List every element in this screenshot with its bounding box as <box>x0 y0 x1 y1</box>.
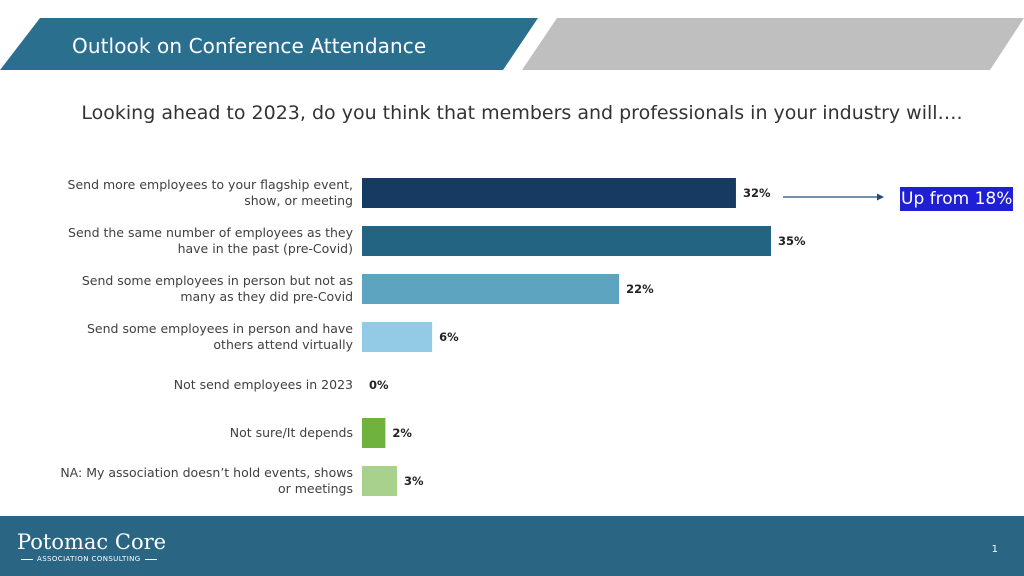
category-label-line: others attend virtually <box>213 337 353 352</box>
category-label-line: or meetings <box>278 481 353 496</box>
category-label-line: many as they did pre-Covid <box>180 289 353 304</box>
bar-6 <box>362 418 386 448</box>
brand-logo-tagline-row: ASSOCIATION CONSULTING <box>17 555 161 563</box>
category-label-7: NA: My association doesn’t hold events, … <box>60 465 353 496</box>
value-label-3: 22% <box>626 282 654 296</box>
bar-2 <box>362 226 771 256</box>
brand-logo-tagline: ASSOCIATION CONSULTING <box>37 555 141 563</box>
category-label-line: Send the same number of employees as the… <box>68 225 354 240</box>
bar-4 <box>362 322 433 352</box>
slide-title: Outlook on Conference Attendance <box>72 34 427 58</box>
category-label-6: Not sure/It depends <box>230 425 353 440</box>
survey-question: Looking ahead to 2023, do you think that… <box>81 102 963 124</box>
bar-3 <box>362 274 620 304</box>
value-label-4: 6% <box>439 330 459 344</box>
page-number: 1 <box>991 544 998 555</box>
category-label-1: Send more employees to your flagship eve… <box>68 177 353 208</box>
category-label-3: Send some employees in person but not as… <box>82 273 353 304</box>
header-banner <box>0 18 1024 70</box>
category-label-4: Send some employees in person and have ot… <box>87 321 354 352</box>
category-label-line: show, or meeting <box>244 193 353 208</box>
bar-1 <box>362 178 736 208</box>
value-label-7: 3% <box>404 474 424 488</box>
callout-up-from: Up from 18% <box>900 187 1014 211</box>
header-banner-gray <box>522 18 1024 70</box>
category-label-line: Send more employees to your flagship eve… <box>68 177 353 192</box>
category-label-line: Not sure/It depends <box>230 425 353 440</box>
callout-arrow-head <box>877 193 884 201</box>
category-label-5: Not send employees in 2023 <box>174 377 353 392</box>
brand-logo-name: Potomac Core <box>17 530 167 554</box>
category-label-line: Send some employees in person but not as <box>82 273 353 288</box>
category-label-2: Send the same number of employees as the… <box>68 225 354 256</box>
category-label-line: Send some employees in person and have <box>87 321 353 336</box>
value-label-2: 35% <box>778 234 806 248</box>
bar-7 <box>362 466 398 496</box>
category-label-line: have in the past (pre-Covid) <box>178 241 353 256</box>
value-label-6: 2% <box>392 426 412 440</box>
footer-bar: Potomac Core ASSOCIATION CONSULTING 1 <box>0 516 1024 576</box>
category-label-line: NA: My association doesn’t hold events, … <box>60 465 353 480</box>
logo-rule-left <box>21 558 33 560</box>
bar-chart: Send more employees to your flagship eve… <box>60 177 884 496</box>
value-label-5: 0% <box>369 378 389 392</box>
category-label-line: Not send employees in 2023 <box>174 377 353 392</box>
header-banner-blue <box>0 18 538 70</box>
value-label-1: 32% <box>743 186 771 200</box>
logo-rule-right <box>144 558 157 560</box>
